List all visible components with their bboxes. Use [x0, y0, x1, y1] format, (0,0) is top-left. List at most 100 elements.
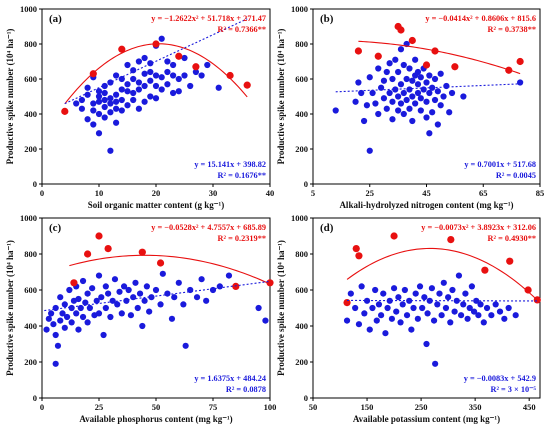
red-data-point — [232, 282, 240, 290]
blue-data-point — [75, 295, 82, 303]
blue-data-point — [434, 88, 441, 95]
blue-data-point — [386, 297, 393, 304]
blue-data-point — [225, 272, 233, 279]
blue-data-point — [125, 286, 132, 294]
blue-data-point — [448, 89, 456, 97]
blue-data-point — [389, 98, 396, 105]
blue-data-point — [366, 74, 373, 81]
blue-data-point — [113, 119, 120, 126]
x-axis-label: Available phosphorus content (mg kg⁻¹) — [79, 414, 232, 424]
blue-data-point — [111, 276, 119, 283]
blue-data-point — [152, 72, 160, 79]
blue-data-point — [501, 315, 508, 322]
blue-data-point — [135, 79, 142, 86]
blue-data-point — [375, 301, 383, 308]
upper-fit-equation: y = −0.0528x² + 4.7557x + 685.89 — [151, 223, 266, 232]
blue-data-point — [75, 326, 82, 333]
y-tick-label: 400 — [24, 109, 37, 119]
blue-data-point — [383, 105, 390, 112]
blue-data-point — [389, 75, 396, 83]
blue-data-point — [406, 65, 413, 72]
panel-d: 50 150 250 350 450 0 200 400 600 800 1000 Available… — [276, 213, 541, 424]
blue-data-point — [409, 93, 416, 100]
blue-data-point — [101, 114, 108, 121]
blue-data-point — [423, 340, 430, 348]
blue-data-point — [175, 88, 182, 95]
blue-data-point — [428, 285, 436, 292]
blue-data-point — [417, 74, 424, 81]
red-data-point — [397, 26, 405, 34]
blue-data-point — [113, 105, 120, 112]
blue-data-point — [120, 283, 128, 290]
blue-data-point — [193, 294, 201, 301]
blue-data-point — [139, 322, 146, 330]
blue-data-point — [397, 100, 405, 107]
blue-data-point — [141, 82, 148, 90]
blue-data-point — [54, 342, 62, 349]
blue-data-point — [355, 321, 363, 328]
blue-data-point — [380, 290, 387, 297]
blue-data-point — [383, 68, 390, 76]
blue-data-point — [107, 313, 114, 321]
blue-data-point — [378, 312, 385, 319]
blue-data-point — [492, 301, 499, 308]
blue-data-point — [380, 77, 388, 84]
blue-data-point — [400, 110, 407, 118]
blue-data-point — [113, 72, 120, 79]
upper-fit-curve — [69, 254, 271, 285]
blue-data-point — [352, 98, 359, 105]
lower-fit-line — [44, 280, 271, 312]
blue-data-point — [400, 89, 407, 97]
blue-data-point — [437, 70, 444, 77]
blue-data-point — [414, 68, 422, 76]
blue-data-point — [380, 95, 388, 102]
blue-data-point — [355, 79, 362, 86]
blue-data-point — [216, 283, 223, 290]
lower-fit-line — [347, 299, 538, 302]
blue-data-point — [73, 310, 80, 317]
upper-fit-curve — [64, 43, 248, 105]
lower-fit-equation: y = 1.6375x + 484.24 — [194, 374, 266, 383]
blue-data-point — [124, 81, 131, 88]
blue-data-point — [375, 110, 382, 118]
blue-data-point — [386, 89, 393, 97]
red-data-point — [266, 279, 274, 287]
blue-data-point — [135, 58, 142, 65]
blue-data-point — [412, 290, 419, 297]
blue-data-point — [175, 279, 182, 286]
blue-data-point — [262, 317, 269, 324]
blue-data-point — [90, 121, 97, 128]
blue-data-point — [105, 290, 112, 297]
y-tick-label: 600 — [24, 285, 37, 295]
blue-data-point — [198, 276, 205, 283]
blue-data-point — [187, 82, 194, 90]
blue-data-point — [77, 304, 84, 312]
panel-label: (b) — [320, 13, 334, 25]
blue-data-point — [400, 61, 407, 69]
blue-data-point — [466, 304, 473, 312]
blue-data-point — [101, 89, 108, 97]
red-data-point — [408, 36, 416, 45]
blue-data-point — [130, 89, 137, 97]
blue-data-point — [332, 107, 339, 114]
blue-data-point — [84, 91, 91, 98]
blue-data-point — [171, 294, 178, 301]
lower-fit-r2: R² = 3 × 10⁻⁵ — [490, 385, 536, 394]
red-data-point — [506, 257, 514, 265]
x-tick-label: 25 — [95, 402, 104, 412]
blue-data-point — [424, 310, 431, 317]
blue-data-point — [360, 117, 368, 125]
blue-data-point — [390, 285, 398, 292]
red-data-point — [70, 279, 78, 287]
red-data-point — [516, 57, 524, 66]
blue-data-point — [59, 310, 66, 317]
blue-data-point — [52, 304, 59, 312]
blue-data-point — [409, 77, 416, 84]
lower-fit-equation: y = −0.0083x + 542.9 — [464, 374, 536, 383]
blue-data-point — [180, 301, 187, 308]
blue-data-point — [496, 308, 504, 315]
blue-data-point — [437, 102, 444, 109]
blue-data-point — [215, 84, 222, 91]
blue-data-point — [84, 319, 91, 326]
